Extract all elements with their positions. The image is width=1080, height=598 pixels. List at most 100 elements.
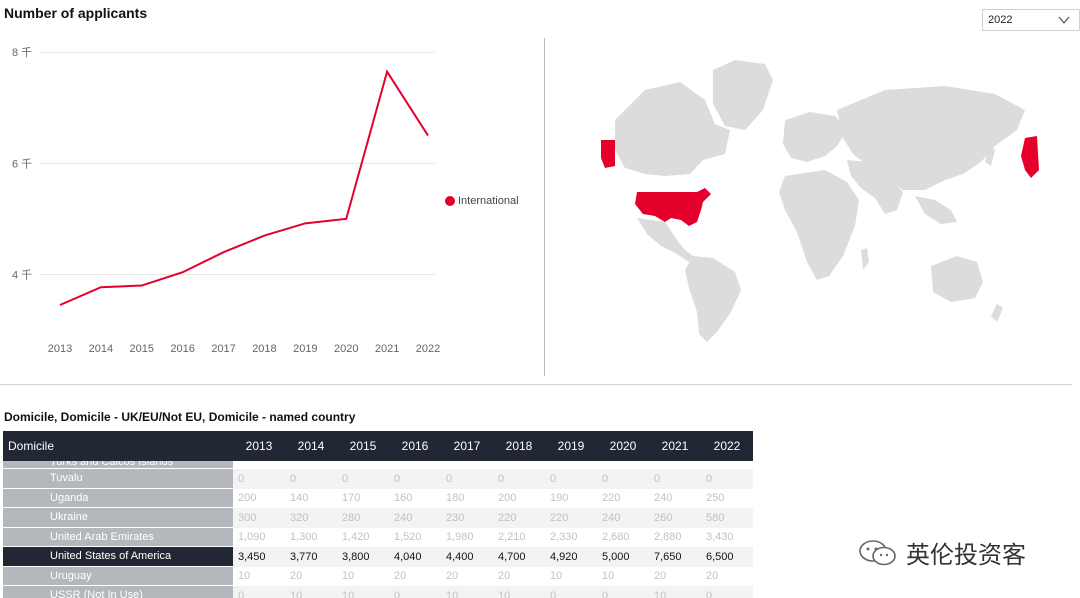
row-value-cell: 3,430 [706, 531, 734, 544]
table-row[interactable]: United Arab Emirates 1,090 1,300 1,420 1,520… [3, 527, 753, 547]
row-value-cell: 300 [238, 511, 257, 524]
table-row[interactable]: Ukraine 300 320 280 240 230 220 220 240 260 580 [3, 508, 753, 528]
x-tick-label: 2015 [130, 343, 154, 355]
row-value-cell: 1,520 [394, 531, 422, 544]
table-row[interactable]: United States of America 3,450 3,770 3,800 4… [3, 547, 753, 567]
map-land [615, 60, 1025, 342]
row-value-cell: 1,300 [290, 531, 318, 544]
header-year[interactable]: 2021 [661, 439, 689, 453]
row-value-cell: 240 [602, 511, 621, 524]
row-value-cell: 10 [498, 589, 511, 598]
row-value-cell: 3,450 [238, 550, 266, 563]
row-value-cell: 20 [654, 570, 667, 583]
table-row[interactable]: Uruguay 10 20 10 20 20 20 10 10 20 20 [3, 566, 753, 586]
map-canada [615, 82, 730, 176]
row-value-cell: 1,420 [342, 531, 370, 544]
chevron-down-icon [1058, 16, 1070, 24]
row-domicile-name: United Arab Emirates [3, 527, 233, 547]
header-year[interactable]: 2017 [453, 439, 481, 453]
header-year[interactable]: 2018 [505, 439, 533, 453]
row-value-cell: 230 [446, 511, 465, 524]
row-value-cell: 20 [290, 570, 303, 583]
watermark: 英伦投资客 [858, 535, 1026, 570]
row-domicile-name: United States of America [3, 547, 233, 567]
row-value-cell: 20 [498, 570, 511, 583]
row-value-cell: 6,500 [706, 550, 734, 563]
row-domicile-name: Uganda [3, 488, 233, 508]
line-chart: 4 千 6 千 8 千 2013 2014 2015 2016 2017 2018 2019 202… [12, 46, 440, 355]
row-value-cell: 10 [446, 589, 459, 598]
row-value-cell: 580 [706, 511, 725, 524]
map-south-america [685, 256, 741, 342]
row-domicile-name: Tuvalu [3, 469, 233, 489]
y-tick-label: 4 千 [12, 268, 32, 281]
header-year[interactable]: 2019 [557, 439, 585, 453]
row-value-cell: 280 [342, 511, 361, 524]
x-tick-label: 2021 [375, 343, 399, 355]
y-tick-label: 8 千 [12, 46, 32, 59]
x-tick-label: 2022 [416, 343, 440, 355]
row-domicile-name: Uruguay [3, 566, 233, 586]
chart-title: Number of applicants [4, 5, 148, 21]
map-madagascar [861, 248, 869, 270]
legend-dot [445, 196, 455, 206]
row-value-cell: 10 [602, 570, 615, 583]
map-greenland [713, 60, 773, 130]
table-row[interactable]: Uganda 200 140 170 160 180 200 190 220 240 250 [3, 488, 753, 508]
row-value-cell: 5,000 [602, 550, 630, 563]
header-year[interactable]: 2014 [297, 439, 325, 453]
header-year[interactable]: 2016 [401, 439, 429, 453]
row-value-cell: 0 [602, 589, 609, 598]
row-value-cell: 240 [654, 492, 673, 505]
wechat-icon [859, 539, 896, 565]
row-value-cell: 2,210 [498, 531, 526, 544]
year-dropdown-value: 2022 [988, 14, 1013, 26]
table-row[interactable]: Tuvalu 0 0 0 0 0 0 0 0 0 0 [3, 469, 753, 489]
row-value-cell: 0 [394, 589, 401, 598]
row-value-cell: 0 [238, 472, 245, 485]
header-year[interactable]: 2020 [609, 439, 637, 453]
row-value-cell: 0 [706, 472, 713, 485]
row-value-cell: 4,040 [394, 550, 422, 563]
row-value-cell: 0 [342, 472, 349, 485]
header-year[interactable]: 2013 [245, 439, 273, 453]
row-value-cell: 0 [290, 472, 297, 485]
row-value-cell: 10 [290, 589, 303, 598]
x-tick-label: 2014 [89, 343, 113, 355]
header-domicile[interactable]: Domicile [8, 439, 55, 453]
row-value-cell: 2,330 [550, 531, 578, 544]
domicile-table[interactable]: Domicile 2013 2014 2015 2016 2017 2018 2… [3, 431, 753, 598]
y-tick-label: 6 千 [12, 157, 32, 170]
x-tick-label: 2020 [334, 343, 358, 355]
map-south-asia [847, 160, 903, 214]
row-value-cell: 240 [394, 511, 413, 524]
vertical-divider [544, 38, 545, 376]
row-value-cell: 20 [446, 570, 459, 583]
row-value-cell: 220 [498, 511, 517, 524]
x-tick-label: 2016 [170, 343, 194, 355]
world-map[interactable] [585, 50, 1045, 350]
series-line-international[interactable] [59, 69, 429, 306]
horizontal-divider [0, 384, 1072, 385]
map-japan [985, 146, 995, 166]
map-usa-mainland [635, 188, 711, 226]
row-value-cell: 2,880 [654, 531, 682, 544]
row-value-cell: 0 [394, 472, 401, 485]
row-value-cell: 220 [550, 511, 569, 524]
x-tick-label: 2019 [293, 343, 317, 355]
map-africa [779, 170, 859, 280]
header-year[interactable]: 2015 [349, 439, 377, 453]
row-value-cell: 20 [706, 570, 719, 583]
row-value-cell: 0 [550, 589, 557, 598]
x-tick-label: 2017 [211, 343, 235, 355]
row-value-cell: 10 [654, 589, 667, 598]
year-dropdown[interactable]: 2022 [982, 9, 1080, 31]
legend-label: International [458, 195, 519, 207]
row-value-cell: 0 [654, 472, 661, 485]
table-row[interactable]: Turks and Caicos Islands [3, 461, 753, 469]
row-domicile-name: Ukraine [3, 508, 233, 528]
header-year[interactable]: 2022 [713, 439, 741, 453]
row-value-cell: 0 [602, 472, 609, 485]
row-value-cell: 10 [342, 570, 355, 583]
table-row[interactable]: USSR (Not In Use) 0 10 10 0 10 10 0 0 10 0 [3, 586, 753, 598]
